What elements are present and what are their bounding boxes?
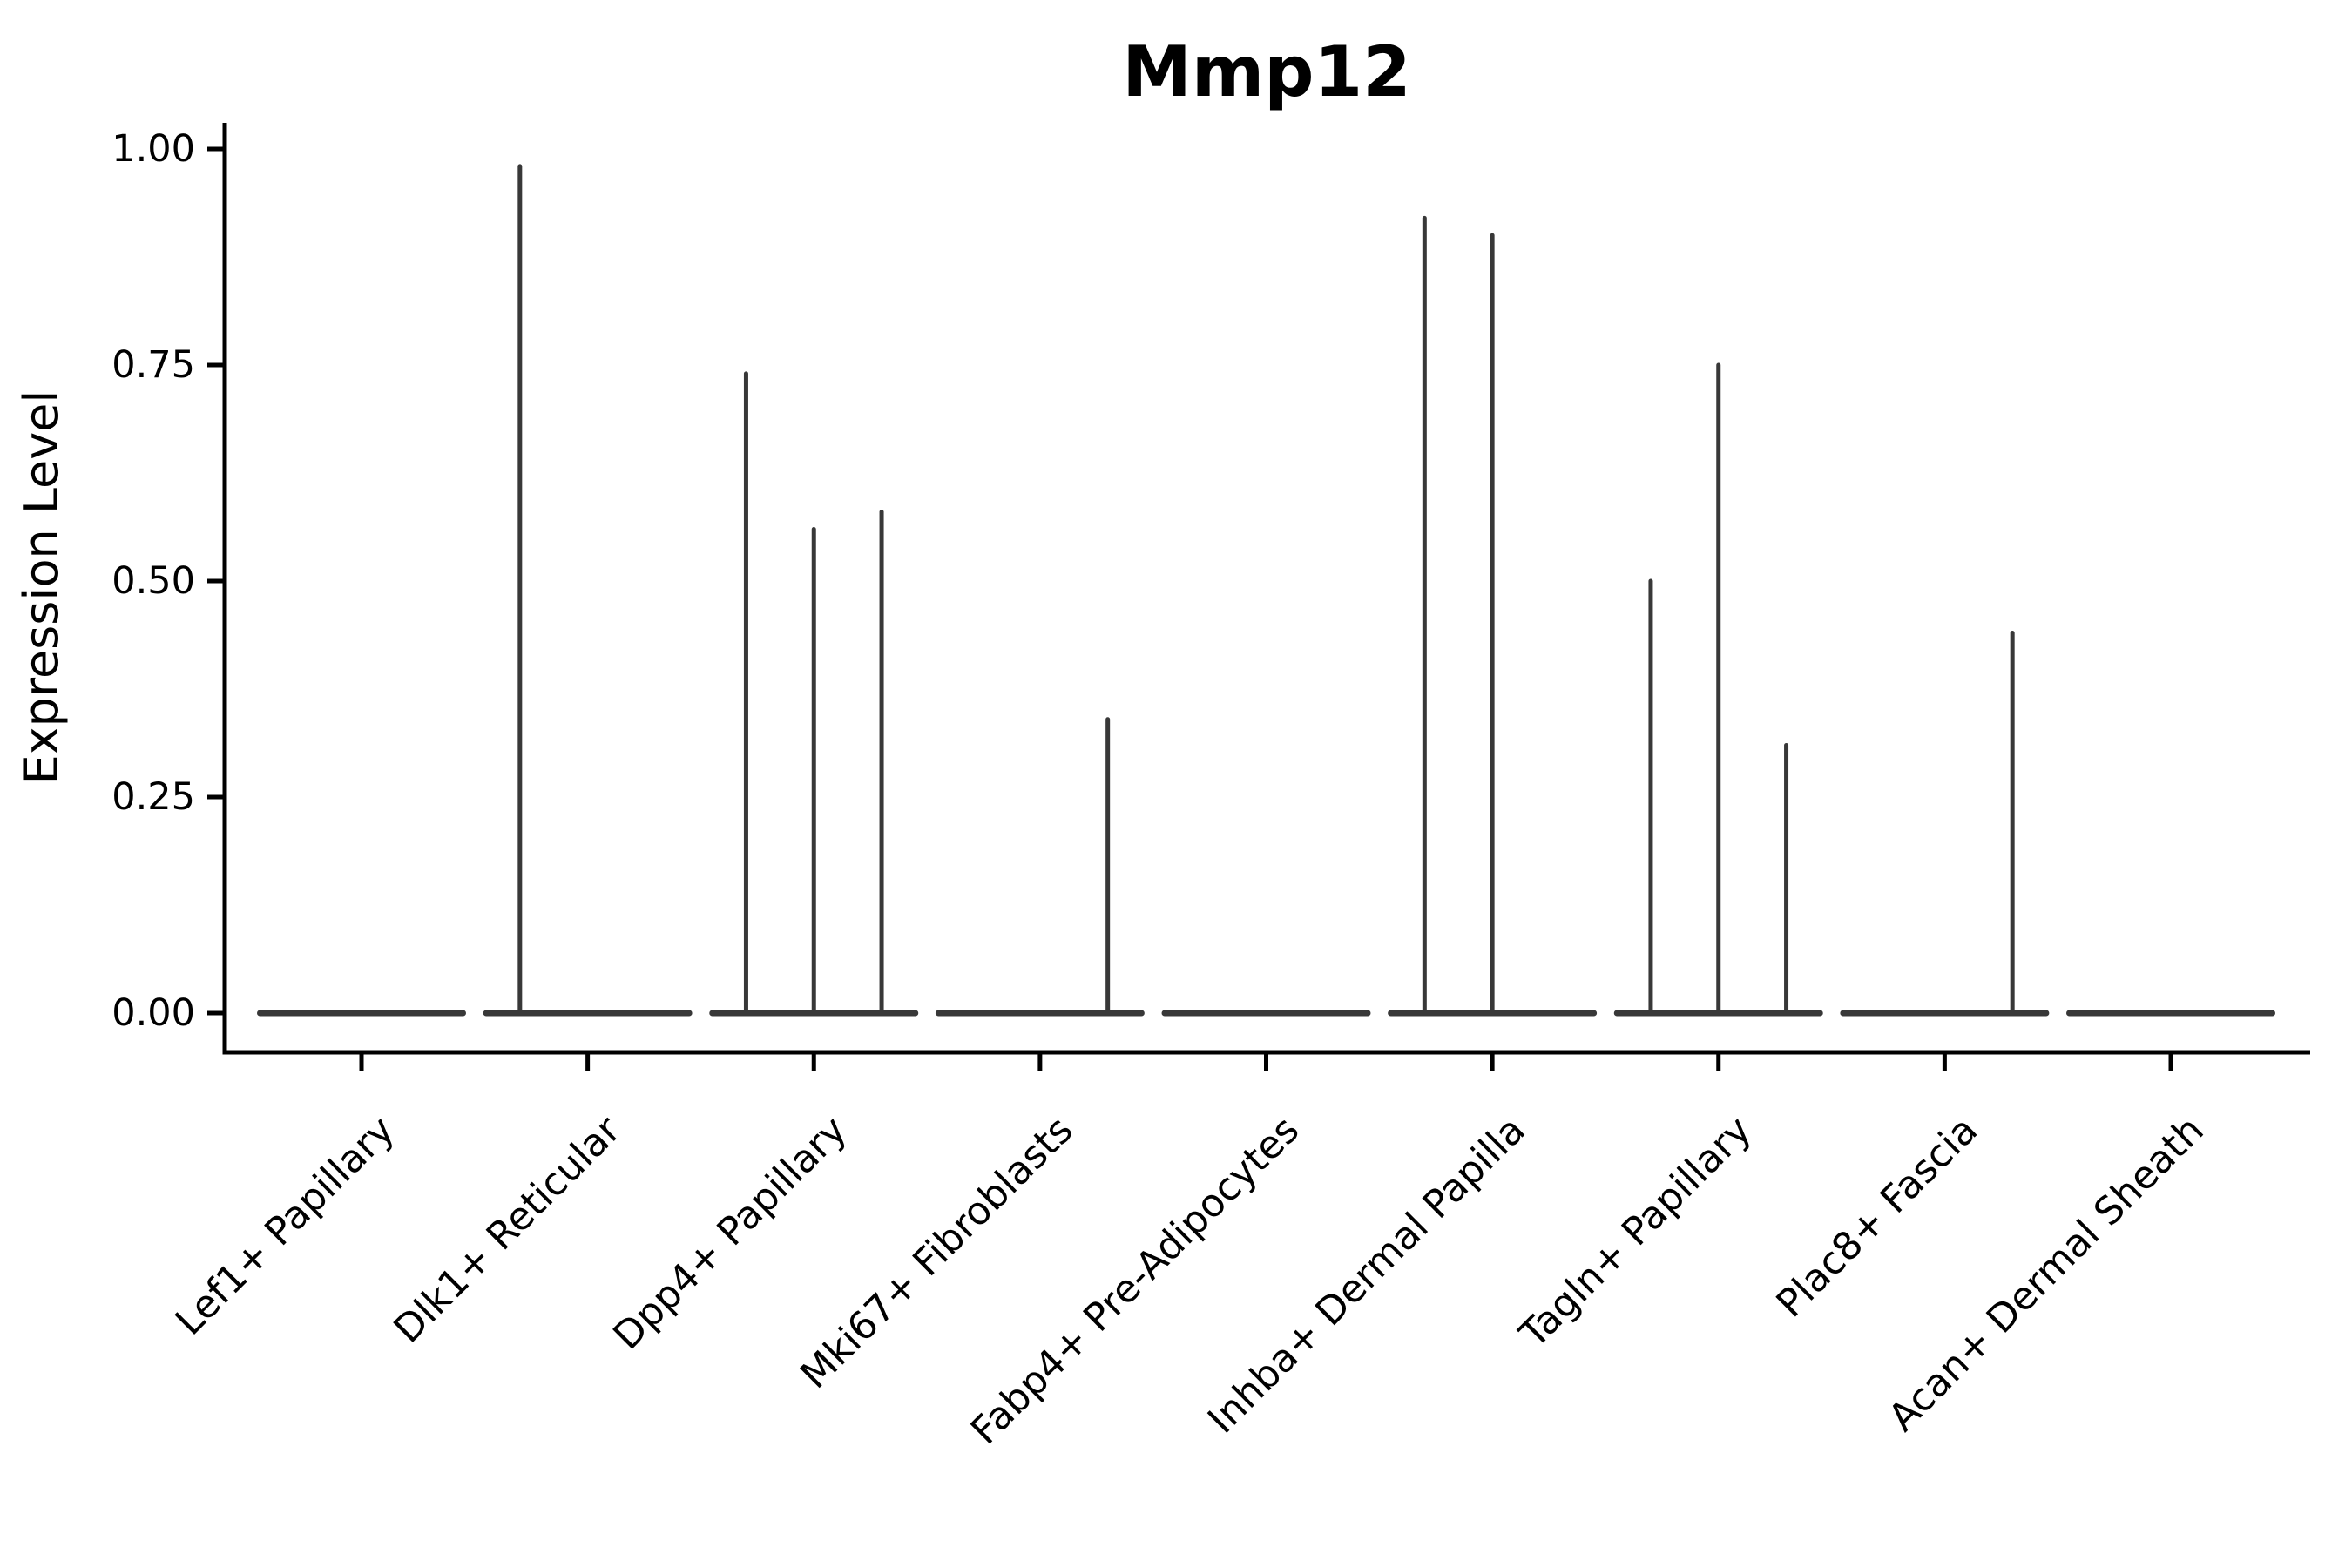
violins-layer	[257, 164, 2275, 1017]
y-axis-label: Expression Level	[14, 390, 69, 785]
chart-title: Mmp12	[1122, 31, 1411, 112]
y-tick-label: 0.50	[112, 559, 195, 603]
x-tick-label: Tagln+ Papillary	[1511, 1108, 1760, 1357]
axes-layer	[207, 123, 2310, 1071]
labels-layer: 0.00 0.25 0.50 0.75 1.00 Lef1+ PapillaryDlk1+…	[112, 127, 2213, 1453]
y-tick-label: 0.00	[112, 991, 195, 1035]
y-tick-label: 1.00	[112, 127, 195, 171]
x-tick-label: Dlk1+ Reticular	[385, 1107, 630, 1352]
x-tick-label: Dpp4+ Papillary	[605, 1108, 855, 1359]
x-tick-label: Lef1+ Papillary	[167, 1108, 403, 1344]
y-tick-label: 0.75	[112, 343, 195, 387]
x-tick-label: Plac8+ Fascia	[1768, 1108, 1987, 1327]
y-tick-label: 0.25	[112, 775, 195, 819]
